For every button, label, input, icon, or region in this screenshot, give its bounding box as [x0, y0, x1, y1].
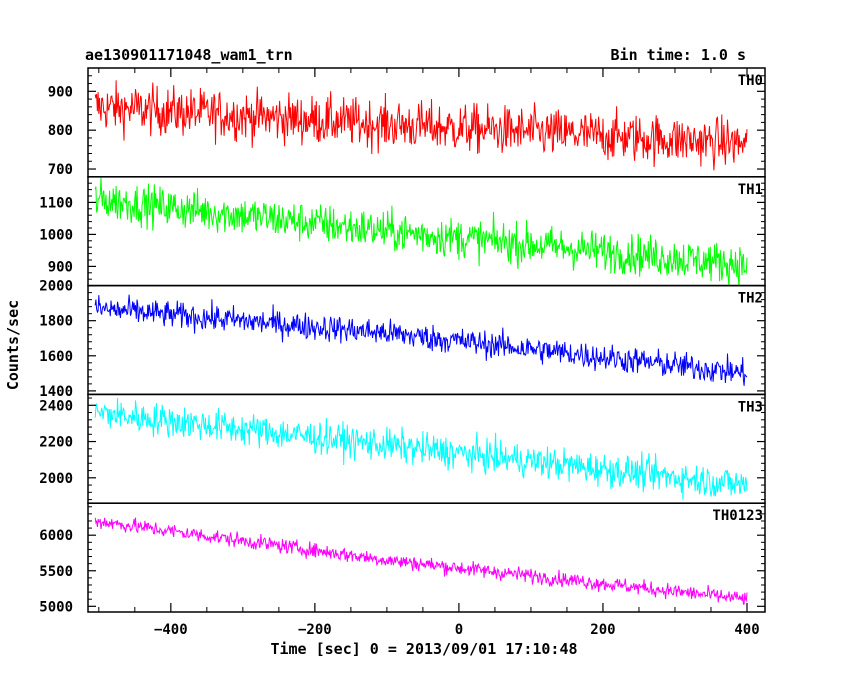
y-tick-label: 700 [48, 162, 73, 178]
panel-frame [87, 393, 766, 504]
y-axis-label: Counts/sec [4, 300, 22, 390]
panel-frame [87, 502, 766, 613]
panel-th2: 1400 1600 1800 2000 TH2 [39, 279, 766, 400]
y-tick-label: 6000 [39, 528, 73, 544]
y-tick-label: 5500 [39, 564, 73, 580]
x-axis: −400 −200 0 200 400 [98, 68, 760, 638]
x-tick-label: −200 [298, 622, 332, 638]
y-tick-label: 1100 [39, 195, 73, 211]
panel-th0: 700 800 900 TH0 [48, 67, 766, 178]
series-line-th2 [94, 294, 748, 386]
y-tick-label: 900 [48, 259, 73, 275]
panel-frame [87, 176, 766, 287]
x-tick-label: 0 [455, 622, 463, 638]
x-axis-label: Time [sec] 0 = 2013/09/01 17:10:48 [270, 640, 577, 658]
panel-label: TH0 [738, 73, 763, 89]
panels-group: 700 800 900 TH0 900 1000 1100 TH1 1400 1600 1800 20… [39, 67, 766, 615]
y-tick-label: 2200 [39, 435, 73, 451]
x-tick-label: 400 [734, 622, 759, 638]
x-tick-label: 200 [590, 622, 615, 638]
y-tick-label: 900 [48, 84, 73, 100]
panel-th1: 900 1000 1100 TH1 [39, 176, 766, 287]
panel-label: TH1 [738, 182, 763, 198]
series-line-th3 [94, 398, 748, 500]
y-tick-label: 1800 [39, 314, 73, 330]
chart-title: ae130901171048_wam1_trn [85, 46, 293, 64]
y-tick-label: 1000 [39, 227, 73, 243]
panel-th3: 2000 2200 2400 TH3 [39, 393, 766, 504]
panel-th0123: 5000 5500 6000 TH0123 [39, 502, 766, 615]
y-tick-label: 1400 [39, 384, 73, 400]
y-tick-label: 2400 [39, 398, 73, 414]
x-tick-label: −400 [154, 622, 188, 638]
panel-label: TH3 [738, 399, 763, 415]
y-tick-label: 800 [48, 123, 73, 139]
series-line-th1 [94, 177, 748, 286]
bin-time-label: Bin time: 1.0 s [611, 46, 746, 64]
panel-label: TH0123 [712, 508, 763, 524]
y-tick-label: 2000 [39, 471, 73, 487]
series-line-th0123 [94, 517, 748, 605]
series-line-th0 [94, 80, 748, 171]
y-tick-label: 5000 [39, 599, 73, 615]
panel-label: TH2 [738, 291, 763, 307]
y-tick-label: 1600 [39, 349, 73, 365]
y-tick-label: 2000 [39, 279, 73, 295]
